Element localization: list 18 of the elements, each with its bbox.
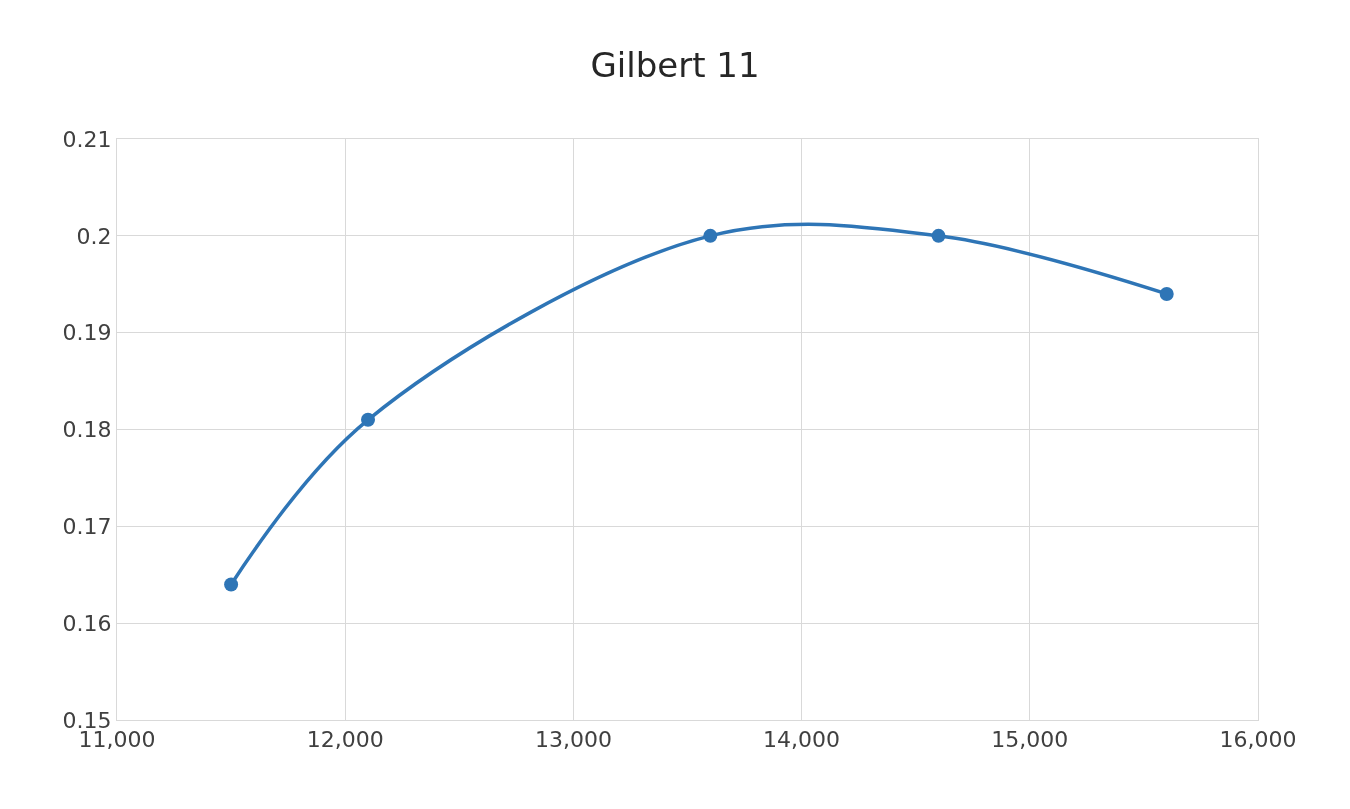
x-tick-label: 11,000 [78,727,156,753]
point [703,228,718,243]
point [931,228,946,243]
point [361,412,376,427]
point [1159,286,1174,301]
x-tick-label: 13,000 [534,727,612,753]
y-tick-label: 0.18 [62,417,112,443]
y-tick-label: 0.2 [76,223,112,249]
y-tick-label: 0.21 [62,126,112,152]
x-tick-label: 12,000 [306,727,384,753]
x-tick-label: 16,000 [1219,727,1297,753]
chart-title: Gilbert 11 [590,44,760,85]
x-tick-label: 14,000 [763,727,841,753]
y-tick-label: 0.19 [62,320,112,346]
x-tick-label: 15,000 [991,727,1069,753]
y-tick-label: 0.17 [62,514,112,540]
y-tick-label: 0.16 [62,610,112,636]
point [224,577,239,592]
